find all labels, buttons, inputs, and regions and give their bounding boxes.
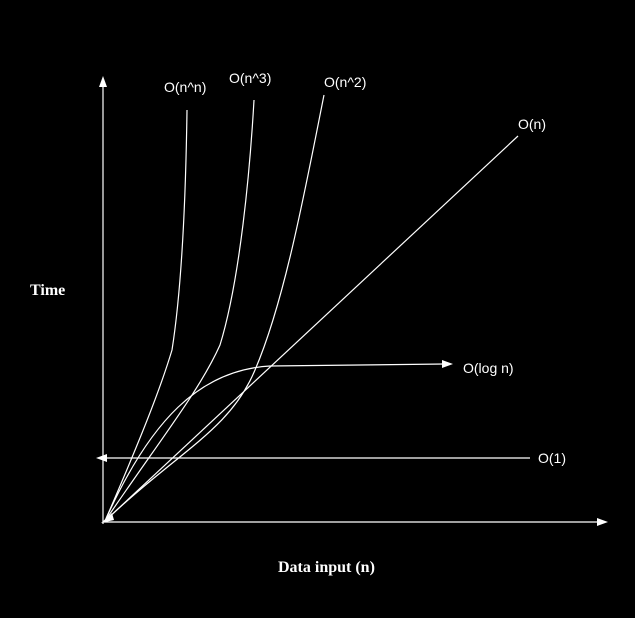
label-n-cubed: O(n^3) [229, 70, 271, 86]
label-log-n: O(log n) [463, 360, 514, 376]
curve-linear [104, 135, 519, 522]
curve-n-pow-n [104, 109, 188, 522]
curve-constant [96, 454, 530, 462]
y-axis-label: Time [30, 282, 65, 299]
x-axis [103, 518, 608, 526]
origin-arrow [101, 513, 114, 523]
y-axis [99, 76, 107, 524]
log-n-path [104, 363, 446, 522]
label-n-pow-n: O(n^n) [164, 79, 206, 95]
y-axis-arrow [99, 76, 107, 87]
curve-n-squared [104, 94, 325, 522]
log-n-arrow [442, 360, 453, 368]
label-constant: O(1) [538, 450, 566, 466]
curve-log-n [104, 360, 453, 522]
curve-n-cubed [104, 99, 255, 522]
x-axis-label: Data input (n) [278, 559, 375, 576]
constant-arrow [96, 454, 107, 462]
label-n-squared: O(n^2) [324, 74, 366, 90]
label-linear: O(n) [518, 116, 546, 132]
x-axis-arrow [597, 518, 608, 526]
